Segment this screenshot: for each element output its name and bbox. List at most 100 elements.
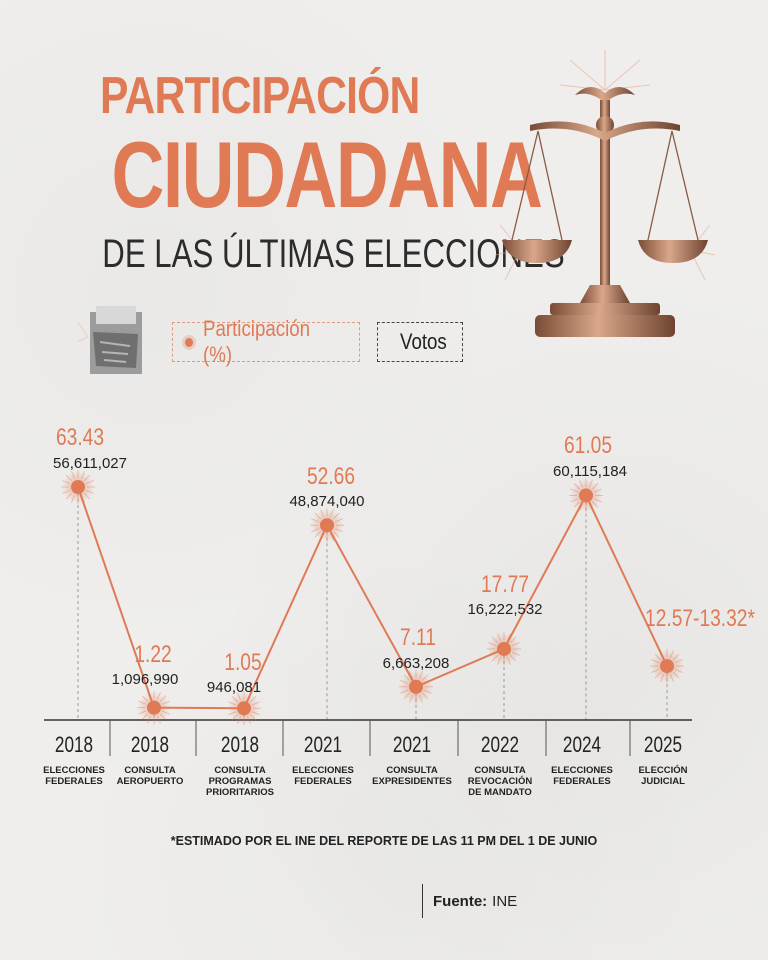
point-ray [579, 479, 583, 488]
footnote: *ESTIMADO POR EL INE DEL REPORTE DE LAS … [170, 834, 598, 848]
legend-votes-label: Votos [400, 329, 447, 354]
point-ray [231, 714, 238, 721]
point-ray [160, 695, 167, 702]
year-tick-label: 2018 [221, 733, 259, 758]
point-ray [333, 531, 340, 538]
point-ray [651, 669, 659, 673]
point-ray [409, 694, 413, 703]
participation-label: 12.57-13.32* [645, 604, 755, 632]
participation-point [497, 641, 511, 656]
point-ray [84, 474, 91, 481]
point-ray [138, 700, 146, 705]
point-ray [497, 633, 501, 641]
scales-of-justice-icon [494, 50, 716, 337]
point-ray [330, 533, 334, 542]
votes-label: 16,222,532 [467, 601, 542, 618]
point-ray [507, 633, 511, 641]
point-ray [403, 674, 410, 681]
votes-label: 946,081 [207, 679, 261, 696]
title-participacion: PARTICIPACIÓN [100, 67, 420, 125]
legend-votes: Votos [377, 322, 463, 362]
point-ray [62, 480, 70, 484]
source: Fuente: INE [422, 884, 517, 918]
point-ray [65, 493, 72, 500]
participation-label: 17.77 [481, 570, 529, 598]
point-ray [424, 689, 432, 694]
title-line-1: PARTICIPACIÓN [70, 66, 450, 126]
point-ray [497, 657, 501, 665]
point-ray [81, 495, 85, 503]
point-ray [675, 659, 683, 664]
point-ray [247, 692, 251, 701]
point-ray [162, 700, 170, 705]
point-ray [419, 670, 423, 679]
point-ray [573, 483, 580, 490]
category-label: ELECCIONES [292, 765, 354, 776]
category-label: ELECCIONES [43, 765, 105, 776]
category-label: REVOCACIÓN [468, 775, 533, 787]
point-ray [314, 531, 321, 538]
point-ray [570, 498, 578, 503]
point-ray [252, 711, 260, 716]
point-ray [422, 692, 429, 700]
point-ray [491, 636, 498, 643]
year-tick-label: 2021 [304, 733, 342, 758]
point-ray [491, 655, 498, 662]
point-ray [670, 650, 674, 658]
category-label: FEDERALES [294, 776, 352, 787]
point-ray [512, 652, 520, 656]
point-ray [86, 480, 94, 484]
point-ray [488, 652, 496, 656]
category-label: PRIORITARIOS [206, 787, 274, 798]
point-ray [320, 509, 324, 518]
point-ray [670, 674, 674, 682]
participation-label: 61.05 [564, 431, 612, 459]
participation-label: 1.05 [224, 648, 261, 676]
category-label: ELECCIONES [551, 765, 613, 776]
year-tick-label: 2024 [563, 733, 601, 758]
point-ray [231, 695, 238, 703]
point-ray [84, 493, 91, 500]
category-label: FEDERALES [45, 776, 103, 787]
year-tick-label: 2018 [131, 733, 169, 758]
point-ray [579, 503, 583, 512]
point-ray [335, 528, 343, 533]
point-ray [660, 674, 664, 682]
category-label: CONSULTA [124, 765, 176, 776]
point-ray [592, 501, 599, 508]
point-ray [65, 474, 72, 481]
source-value: INE [492, 892, 518, 910]
point-ray [311, 528, 319, 533]
participation-point [71, 480, 85, 494]
point-ray [138, 710, 146, 715]
category-label: CONSULTA [386, 765, 438, 776]
participation-point [147, 700, 161, 715]
point-ray [403, 692, 410, 700]
votes-label: 56,611,027 [53, 455, 127, 472]
participation-point [409, 679, 423, 694]
category-label: AEROPUERTO [117, 776, 184, 787]
point-ray [654, 672, 661, 679]
point-ray [81, 471, 85, 479]
participation-label: 7.11 [400, 623, 436, 651]
point-ray [250, 714, 257, 721]
point-ray [141, 695, 148, 702]
legend-participation: Participación (%) [172, 316, 360, 367]
point-ray [660, 650, 664, 658]
votes-label: 1,096,990 [112, 671, 179, 688]
participation-point [579, 488, 593, 503]
category-label: FEDERALES [553, 776, 611, 787]
point-ray [71, 495, 75, 503]
category-label: PROGRAMAS [209, 776, 272, 787]
point-ray [488, 642, 496, 646]
category-label: CONSULTA [474, 765, 526, 776]
point-ray [237, 692, 241, 701]
point-ray [252, 701, 260, 706]
point-ray [147, 715, 151, 724]
category-label: JUDICIAL [641, 776, 685, 787]
category-label: ELECCIÓN [638, 764, 687, 776]
point-ray [162, 710, 170, 715]
point-ray [247, 716, 251, 725]
ballot-box-icon [78, 306, 142, 374]
